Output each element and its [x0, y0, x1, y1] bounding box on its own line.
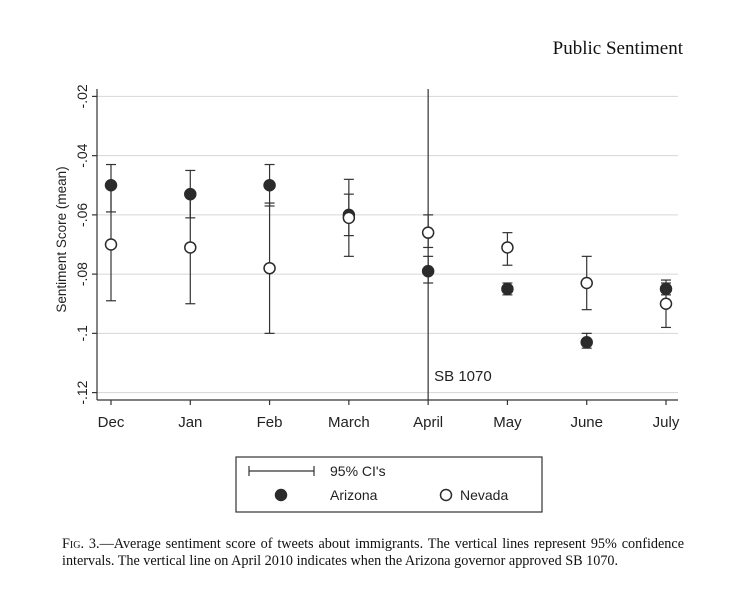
reference-line-label: SB 1070 — [434, 368, 492, 385]
arizona-point — [421, 264, 435, 278]
legend-nevada-label: Nevada — [460, 487, 508, 503]
nevada-point — [580, 276, 593, 290]
arizona-point — [184, 187, 197, 201]
nevada-point — [421, 226, 435, 239]
arizona-point — [104, 179, 118, 192]
x-tick-label: July — [653, 414, 680, 431]
nevada-point — [104, 238, 118, 251]
plot-region: -.02 -.04 -.06 -.08 -.1 -.12 Sentiment Score (… — [54, 84, 680, 431]
nevada-point — [659, 297, 673, 310]
y-tick-label: -.06 — [74, 203, 90, 227]
y-axis-label: Sentiment Score (mean) — [54, 166, 69, 312]
nevada-point — [501, 241, 514, 254]
caption-text: —Average sentiment score of tweets about… — [62, 536, 684, 569]
y-tick-label: -.02 — [74, 84, 90, 108]
y-tick-label: -.08 — [74, 262, 90, 286]
arizona-point — [659, 282, 673, 296]
nevada-point — [342, 211, 356, 225]
figure-caption: Fig. 3.—Average sentiment score of tweet… — [62, 536, 684, 570]
legend-ci-label: 95% CI's — [330, 463, 386, 479]
x-tick-label: Feb — [257, 414, 283, 431]
running-title: Public Sentiment — [552, 38, 683, 59]
legend-box — [235, 456, 543, 513]
x-tick-label: April — [413, 414, 443, 431]
legend-nevada-marker — [439, 488, 453, 502]
nevada-point — [184, 241, 197, 254]
sentiment-chart: -.02 -.04 -.06 -.08 -.1 -.12 Sentiment Score (… — [54, 84, 680, 513]
arizona-point — [501, 282, 514, 296]
x-tick-label: Jan — [178, 414, 202, 431]
y-tick-label: -.1 — [74, 325, 90, 342]
x-tick-label: Dec — [98, 414, 125, 431]
arizona-point — [263, 179, 276, 192]
y-tick-label: -.04 — [74, 143, 90, 167]
nevada-point — [263, 261, 276, 275]
x-tick-label: June — [570, 414, 603, 431]
legend-arizona-label: Arizona — [330, 487, 378, 503]
legend: 95% CI's Arizona Nevada — [235, 456, 543, 513]
y-tick-label: -.12 — [74, 380, 90, 404]
legend-arizona-marker — [274, 488, 288, 502]
x-tick-label: May — [493, 414, 522, 431]
arizona-point — [580, 335, 593, 349]
caption-lead: Fig. 3. — [62, 536, 100, 552]
x-tick-label: March — [328, 414, 370, 431]
